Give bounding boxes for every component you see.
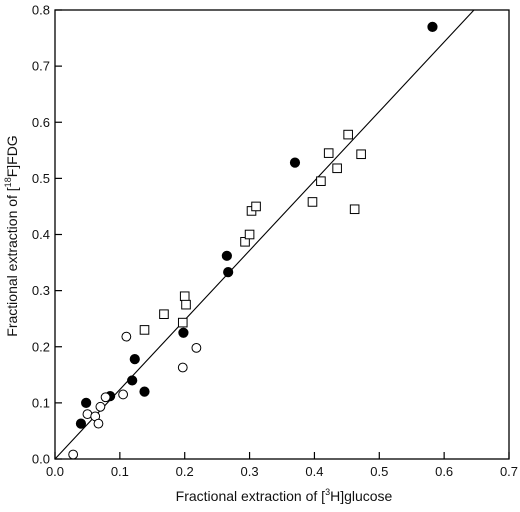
open-square-point bbox=[316, 176, 326, 186]
open-circle-point bbox=[118, 389, 128, 400]
y-tick-label: 0.2 bbox=[32, 339, 50, 354]
open-square-point bbox=[181, 299, 191, 310]
filled-circle-point bbox=[75, 418, 87, 429]
x-tick-label: 0.2 bbox=[176, 464, 194, 479]
open-square-point bbox=[244, 229, 255, 240]
x-tick-label: 0.4 bbox=[305, 464, 323, 479]
x-tick-label: 0.6 bbox=[435, 464, 453, 479]
y-axis-title-sup: 18 bbox=[3, 177, 13, 187]
filled-circle-point bbox=[139, 386, 150, 397]
open-square-point bbox=[323, 148, 334, 158]
open-circle-point bbox=[68, 449, 79, 460]
open-circle-point bbox=[93, 418, 104, 429]
filled-circle-point bbox=[427, 21, 438, 32]
x-tick-label: 0.1 bbox=[111, 464, 129, 479]
open-square-point bbox=[349, 204, 360, 215]
y-tick-label: 0.0 bbox=[32, 452, 50, 467]
filled-circle-point bbox=[221, 250, 232, 261]
open-circle-point bbox=[100, 392, 111, 403]
open-circle-point bbox=[177, 362, 188, 373]
regression-line bbox=[54, 9, 475, 460]
x-axis-title-prefix: Fractional extraction of [ bbox=[176, 488, 326, 504]
open-square-point bbox=[307, 197, 318, 207]
y-tick-label: 0.4 bbox=[32, 227, 50, 242]
open-square-point bbox=[356, 149, 366, 160]
filled-circle-point bbox=[223, 267, 234, 278]
open-circle-point bbox=[121, 331, 132, 342]
y-tick-label: 0.5 bbox=[32, 171, 50, 186]
open-square-point bbox=[139, 325, 150, 335]
y-tick-label: 0.1 bbox=[32, 395, 50, 410]
y-tick-label: 0.3 bbox=[32, 283, 50, 298]
filled-circle-point bbox=[129, 353, 140, 365]
open-square-point bbox=[159, 309, 169, 319]
y-tick-label: 0.7 bbox=[32, 59, 50, 74]
y-tick-label: 0.6 bbox=[32, 115, 50, 130]
y-axis-title-prefix: Fractional extraction of [ bbox=[4, 187, 20, 337]
regression-line-layer bbox=[54, 9, 475, 460]
open-square-point bbox=[177, 317, 188, 328]
filled-circle-point bbox=[289, 157, 301, 168]
filled-circle-point bbox=[178, 327, 189, 338]
x-axis-title: Fractional extraction of [3H]glucose bbox=[176, 487, 393, 504]
y-axis-title: Fractional extraction of [18F]FDG bbox=[3, 135, 20, 336]
open-square-point bbox=[179, 291, 190, 302]
x-tick-label: 0.0 bbox=[46, 464, 64, 479]
x-tick-label: 0.7 bbox=[500, 464, 518, 479]
x-tick-label: 0.3 bbox=[241, 464, 259, 479]
open-circle-point bbox=[95, 401, 106, 412]
open-square-point bbox=[251, 201, 261, 212]
open-square-point bbox=[332, 163, 342, 174]
open-square-point bbox=[343, 129, 353, 140]
y-axis-title-suffix: F]FDG bbox=[4, 135, 20, 177]
filled-circle-point bbox=[81, 397, 92, 408]
x-axis-title-sup: 3 bbox=[325, 487, 330, 497]
axis-ticks: 0.0 0.1 0.2 0.3 0.4 0.5 0.6 0.7 0.0 0.1 0.2 0.3 0.4 0… bbox=[32, 3, 518, 480]
y-tick-label: 0.8 bbox=[32, 3, 50, 18]
open-circle-point bbox=[191, 342, 202, 353]
x-axis-title-suffix: H]glucose bbox=[330, 488, 392, 504]
x-tick-label: 0.5 bbox=[370, 464, 388, 479]
data-points bbox=[68, 21, 438, 460]
filled-circle-point bbox=[127, 375, 138, 386]
